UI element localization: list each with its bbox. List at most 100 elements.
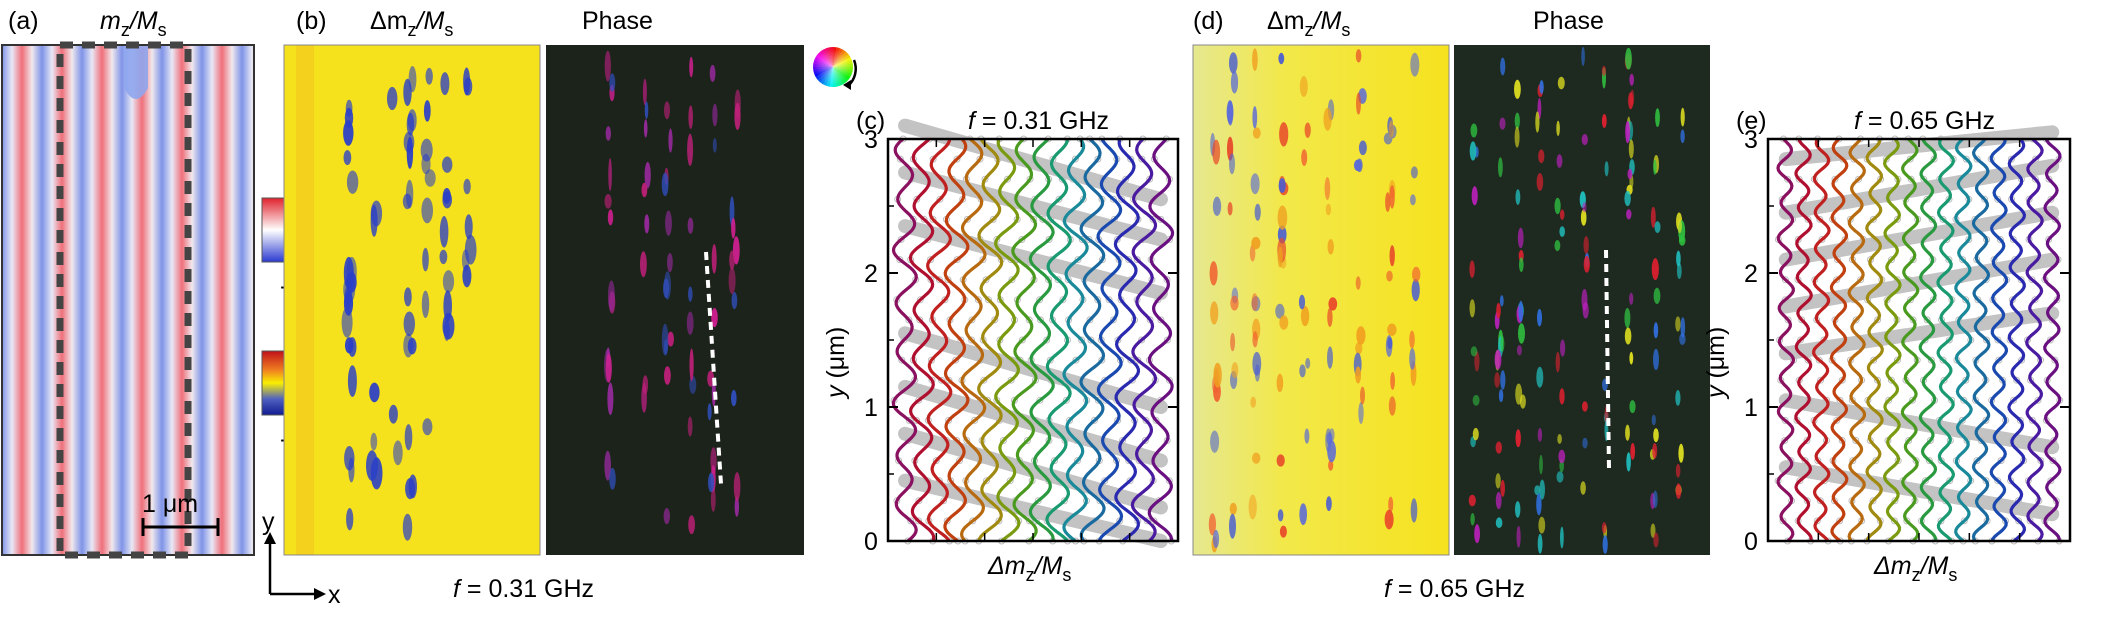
trace-line — [2007, 137, 2027, 543]
image-blob — [708, 472, 715, 493]
image-blob — [366, 450, 378, 481]
data-point — [1982, 276, 1990, 284]
image-blob — [1471, 186, 1478, 206]
data-point — [927, 256, 934, 264]
data-point — [1087, 336, 1095, 344]
image-blob — [1356, 92, 1361, 115]
image-blob — [1580, 481, 1586, 495]
image-blob — [1252, 127, 1261, 139]
panel-b-blobs — [341, 66, 477, 541]
data-point — [1101, 477, 1109, 485]
image-blob — [1251, 236, 1261, 250]
data-point — [1048, 256, 1055, 264]
data-point — [1903, 517, 1911, 525]
image-blob — [1355, 342, 1363, 355]
trace-line — [908, 137, 936, 542]
image-blob — [1514, 112, 1520, 129]
data-point — [1085, 236, 1093, 243]
data-point — [1870, 356, 1878, 364]
data-point — [1784, 316, 1792, 324]
data-point — [898, 356, 906, 364]
data-point — [1982, 416, 1990, 424]
data-point — [1059, 296, 1067, 304]
image-blob — [1655, 108, 1660, 127]
image-blob — [1472, 427, 1479, 441]
data-point — [2011, 256, 2019, 264]
image-blob — [1537, 533, 1543, 554]
trace-line — [959, 137, 987, 543]
image-blob — [346, 170, 359, 194]
y-tick-label: 2 — [864, 260, 878, 288]
data-point — [1872, 457, 1880, 465]
image-blob — [423, 100, 431, 122]
data-point — [1996, 236, 2004, 243]
image-blob — [1676, 250, 1681, 267]
data-point — [900, 336, 908, 344]
data-point — [953, 437, 961, 444]
data-point — [2010, 396, 2017, 404]
data-point — [905, 316, 913, 324]
image-blob — [1629, 73, 1634, 86]
image-blob — [1384, 509, 1394, 530]
data-point — [1043, 336, 1051, 344]
image-blob — [1229, 52, 1238, 74]
image-blob — [1210, 301, 1219, 325]
data-point — [1833, 416, 1841, 424]
image-blob — [421, 197, 434, 224]
data-point — [1004, 457, 1012, 465]
data-point — [945, 416, 953, 424]
image-blob — [643, 119, 648, 138]
image-blob — [1358, 402, 1364, 424]
image-blob — [1474, 351, 1480, 372]
data-point — [1058, 175, 1066, 183]
image-blob — [1625, 47, 1632, 70]
image-blob — [728, 267, 736, 295]
data-point — [2007, 155, 2015, 163]
axis-indicator-y-label: y — [262, 508, 275, 536]
colorbar-bottom — [261, 350, 285, 416]
image-blob — [443, 290, 453, 322]
image-blob — [663, 278, 670, 299]
data-point — [1016, 356, 1024, 364]
image-blob — [1554, 197, 1561, 215]
data-point — [1135, 457, 1143, 465]
data-point — [960, 236, 968, 243]
image-blob — [1539, 80, 1544, 94]
image-blob — [1327, 307, 1333, 327]
image-blob — [1327, 346, 1333, 369]
data-point — [1858, 336, 1866, 344]
region-of-interest-box — [56, 41, 192, 559]
image-blob — [1496, 302, 1501, 319]
data-point — [1128, 376, 1136, 384]
image-blob — [402, 513, 413, 541]
y-tick-label: 1 — [864, 394, 878, 422]
image-blob — [1500, 370, 1506, 390]
data-point — [1818, 236, 1826, 243]
data-point — [1831, 175, 1839, 183]
image-blob — [1628, 139, 1634, 159]
data-point — [1781, 416, 1789, 424]
data-point — [1995, 356, 2003, 364]
image-blob — [1229, 153, 1235, 175]
phase-front — [1778, 393, 2060, 455]
data-point — [957, 336, 965, 344]
chart-panel-tag: (e) — [1736, 107, 1767, 135]
data-point — [1887, 376, 1895, 384]
data-point — [941, 296, 949, 304]
data-point — [1055, 376, 1063, 384]
image-blob — [405, 478, 416, 500]
data-point — [932, 457, 940, 465]
image-blob — [1498, 157, 1503, 178]
image-blob — [1278, 52, 1285, 65]
image-blob — [1627, 168, 1633, 180]
data-point — [1034, 497, 1042, 505]
data-point — [1921, 336, 1929, 344]
data-point — [2049, 457, 2057, 465]
data-point — [1816, 497, 1824, 505]
image-blob — [687, 416, 693, 437]
data-point — [963, 437, 971, 444]
data-point — [916, 296, 924, 304]
x-axis-label: Δmz/Ms — [1873, 552, 1957, 585]
image-blob — [1677, 219, 1682, 234]
data-point — [945, 376, 953, 384]
